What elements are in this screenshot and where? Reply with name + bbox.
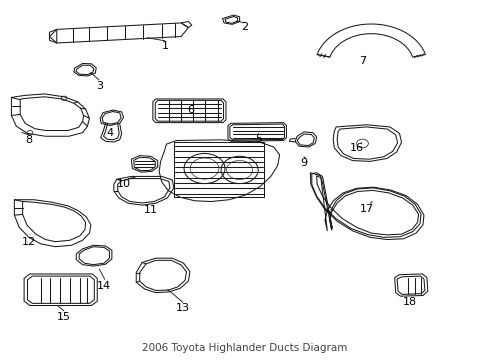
Text: 18: 18: [403, 297, 416, 307]
Text: 12: 12: [22, 237, 36, 247]
Text: 2006 Toyota Highlander Ducts Diagram: 2006 Toyota Highlander Ducts Diagram: [142, 343, 346, 353]
Text: 8: 8: [25, 135, 33, 145]
Text: 7: 7: [358, 56, 366, 66]
Text: 2: 2: [241, 22, 247, 32]
Text: 13: 13: [176, 303, 190, 314]
Text: 16: 16: [349, 143, 363, 153]
Text: 4: 4: [106, 128, 113, 138]
Text: 1: 1: [162, 41, 169, 50]
Text: 14: 14: [97, 281, 111, 291]
Text: 15: 15: [57, 312, 71, 322]
Text: 3: 3: [96, 81, 102, 91]
Text: 11: 11: [143, 206, 158, 216]
Text: 9: 9: [300, 158, 307, 168]
Text: 10: 10: [116, 179, 130, 189]
Text: 5: 5: [255, 134, 262, 144]
Text: 6: 6: [187, 105, 194, 115]
Text: 17: 17: [359, 204, 373, 215]
